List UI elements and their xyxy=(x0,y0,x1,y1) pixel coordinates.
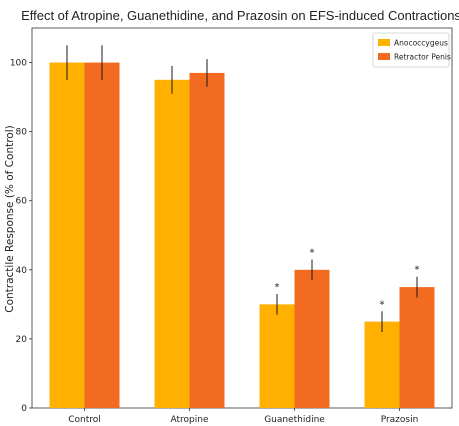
legend-label: Anococcygeus xyxy=(394,39,448,48)
bar xyxy=(259,304,295,408)
axes-frame xyxy=(31,27,453,409)
bar xyxy=(154,79,190,409)
y-tick-label: 20 xyxy=(16,335,28,345)
y-tick-label: 0 xyxy=(21,404,27,414)
significance-marker: * xyxy=(310,247,315,258)
y-axis-label: Contractile Response (% of Control) xyxy=(4,125,16,313)
y-tick-label: 100 xyxy=(10,59,27,69)
legend-box xyxy=(372,32,450,68)
x-tick-label: Guanethidine xyxy=(264,415,325,425)
x-tick-label: Control xyxy=(68,415,101,425)
chart-title: Effect of Atropine, Guanethidine, and Pr… xyxy=(21,8,459,23)
bar xyxy=(294,269,330,408)
bar xyxy=(399,287,435,408)
legend-swatch xyxy=(378,39,390,46)
legend-label: Retractor Penis xyxy=(394,53,451,62)
bar xyxy=(189,72,225,408)
significance-marker: * xyxy=(380,299,385,310)
x-tick-label: Atropine xyxy=(171,415,209,425)
plot-area: 0 20 40 60 80 100 Control Atropine * * Guanethidin… xyxy=(10,27,453,425)
legend: Anococcygeus Retractor Penis xyxy=(372,32,451,68)
bar xyxy=(364,321,400,408)
x-tick-label: Prazosin xyxy=(381,415,419,425)
significance-marker: * xyxy=(275,282,280,293)
y-tick-label: 80 xyxy=(16,128,28,138)
y-tick-label: 40 xyxy=(16,266,28,276)
significance-marker: * xyxy=(415,265,420,276)
y-tick-label: 60 xyxy=(16,197,28,207)
bar xyxy=(84,62,120,408)
bar xyxy=(49,62,85,408)
legend-swatch xyxy=(378,53,390,60)
